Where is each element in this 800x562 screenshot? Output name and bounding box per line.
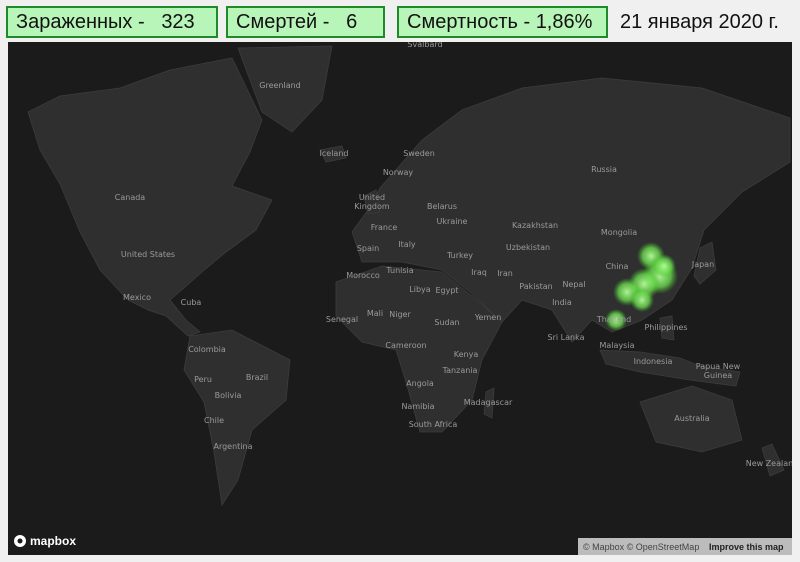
country-label: Cameroon [385,341,426,350]
country-label: Niger [389,310,411,319]
country-label: Morocco [346,271,380,280]
country-label: Russia [591,165,617,174]
country-label: Namibia [401,402,434,411]
country-label: Tunisia [385,266,413,275]
country-label: Iran [497,269,513,278]
country-label: Belarus [427,202,457,211]
country-label: Svalbard [407,42,442,49]
country-label: Tanzania [442,366,478,375]
country-label: Pakistan [519,282,553,291]
country-label: Yemen [474,313,502,322]
stat-infected: Зараженных - 323 [6,6,218,38]
country-label: Libya [409,285,430,294]
map-labels: Svalbard Greenland Iceland Sweden Norway Cana… [115,42,792,468]
cluster [605,309,627,331]
improve-link[interactable]: Improve this map [709,542,784,552]
country-label: Mexico [123,293,151,302]
country-label: Thailand [596,315,631,324]
country-label: France [371,223,398,232]
country-label: Sudan [434,318,459,327]
stat-label: Смертей - [236,11,330,33]
cluster [652,254,676,278]
country-label: Turkey [446,251,473,260]
country-label: Japan [691,260,714,269]
stat-deaths: Смертей - 6 [226,6,385,38]
map[interactable]: Svalbard Greenland Iceland Sweden Norway Cana… [8,42,792,555]
country-label: Sweden [403,149,435,158]
country-label: United Kingdom [354,193,390,211]
country-label: Italy [398,240,416,249]
country-label: Mali [367,309,383,318]
country-label: Colombia [188,345,226,354]
stat-mortality: Смертность - 1,86% [397,6,608,38]
country-label: South Africa [409,420,458,429]
country-label: Angola [406,379,434,388]
country-label: Ukraine [437,217,468,226]
date: 21 января 2020 г. [620,11,779,33]
country-label: Madagascar [464,398,513,407]
country-label: China [606,262,629,271]
country-label: Indonesia [634,357,673,366]
country-label: Iraq [471,268,487,277]
country-label: Mongolia [601,228,637,237]
cluster [630,288,654,312]
country-label: Nepal [562,280,585,289]
outbreak-clusters [605,242,678,331]
country-label: Kenya [454,350,479,359]
country-label: United States [121,250,175,259]
country-label: Bolivia [215,391,242,400]
country-label: Malaysia [600,341,635,350]
country-label: India [552,298,572,307]
stat-value: 323 [161,11,195,33]
stat-label: Зараженных - [16,11,145,33]
country-label: Peru [194,375,212,384]
country-label: Brazil [246,373,268,382]
country-label: Egypt [435,286,458,295]
country-label: Australia [674,414,709,423]
country-label: Greenland [259,81,301,90]
country-label: Norway [383,168,414,177]
country-label: Papua New Guinea [696,362,741,380]
country-label: Sri Lanka [548,333,585,342]
country-label: Cuba [181,298,202,307]
attribution: © Mapbox © OpenStreetMap [583,542,699,552]
land [27,45,791,507]
country-label: Spain [357,244,379,253]
country-label: Canada [115,193,146,202]
logo-text: mapbox [30,534,76,548]
stat-label: Смертность - [407,11,531,33]
country-label: New Zealand [746,459,792,468]
attribution-bg [578,538,792,555]
country-label: Kazakhstan [512,221,558,230]
country-label: Philippines [644,323,687,332]
country-label: Iceland [320,149,349,158]
stat-value: 1,86% [535,11,593,33]
country-label: Chile [204,416,224,425]
country-label: Argentina [213,442,252,451]
country-label: Senegal [326,315,358,324]
stat-value: 6 [346,11,358,33]
country-label: Uzbekistan [506,243,550,252]
logo-icon-hole [17,538,23,544]
mapbox-logo[interactable]: mapbox [14,534,76,548]
